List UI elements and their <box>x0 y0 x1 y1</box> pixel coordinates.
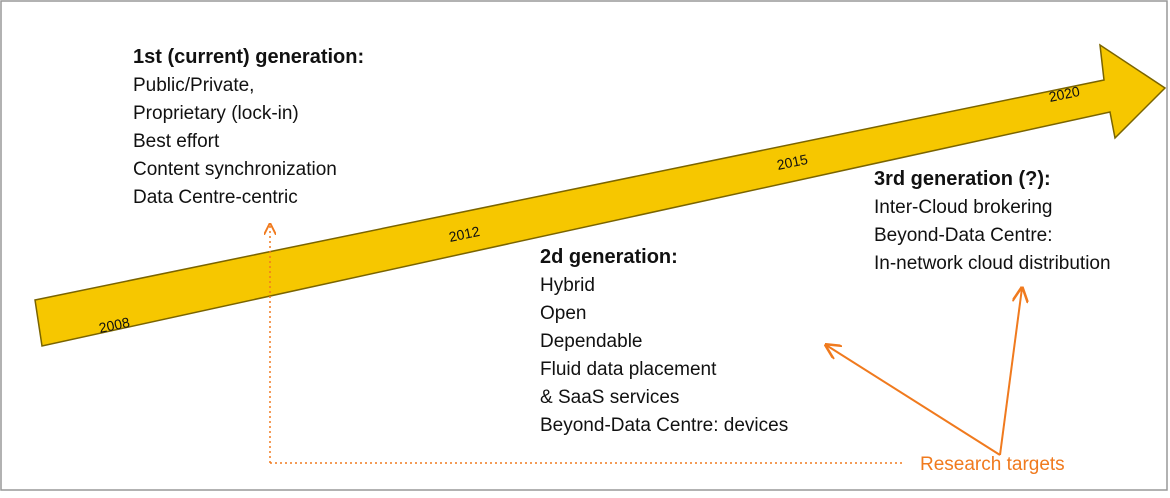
generation-item: Beyond-Data Centre: <box>874 225 1053 246</box>
generation-item: Hybrid <box>540 275 595 296</box>
generation-item: Data Centre-centric <box>133 187 298 208</box>
generation-title: 3rd generation (?): <box>874 168 1051 190</box>
generation-item: Content synchronization <box>133 159 337 180</box>
year-label: 2012 <box>447 223 481 245</box>
generation-item: Inter-Cloud brokering <box>874 197 1052 218</box>
generation-item: In-network cloud distribution <box>874 253 1111 274</box>
generation-item: Open <box>540 303 586 324</box>
generation-item: Best effort <box>133 131 220 152</box>
year-labels: 2008 2012 2015 2020 <box>97 83 1081 336</box>
generation-item: Fluid data placement <box>540 359 717 380</box>
generations: 1st (current) generation: Public/Private,… <box>133 46 1111 436</box>
generation-title: 1st (current) generation: <box>133 46 364 68</box>
generation-title: 2d generation: <box>540 246 678 268</box>
year-label: 2015 <box>775 151 809 173</box>
generation-item: Public/Private, <box>133 75 254 96</box>
target-arrow <box>999 288 1022 456</box>
generation-item: & SaaS services <box>540 387 679 408</box>
year-label: 2008 <box>97 314 131 336</box>
year-label: 2020 <box>1047 83 1081 105</box>
generation-item: Dependable <box>540 331 642 352</box>
research-targets: Research targets <box>920 454 1065 475</box>
target-arrow <box>826 345 1001 456</box>
timeline-arrow <box>34 43 1167 347</box>
generation-item: Beyond-Data Centre: devices <box>540 415 788 436</box>
generation-item: Proprietary (lock-in) <box>133 103 299 124</box>
